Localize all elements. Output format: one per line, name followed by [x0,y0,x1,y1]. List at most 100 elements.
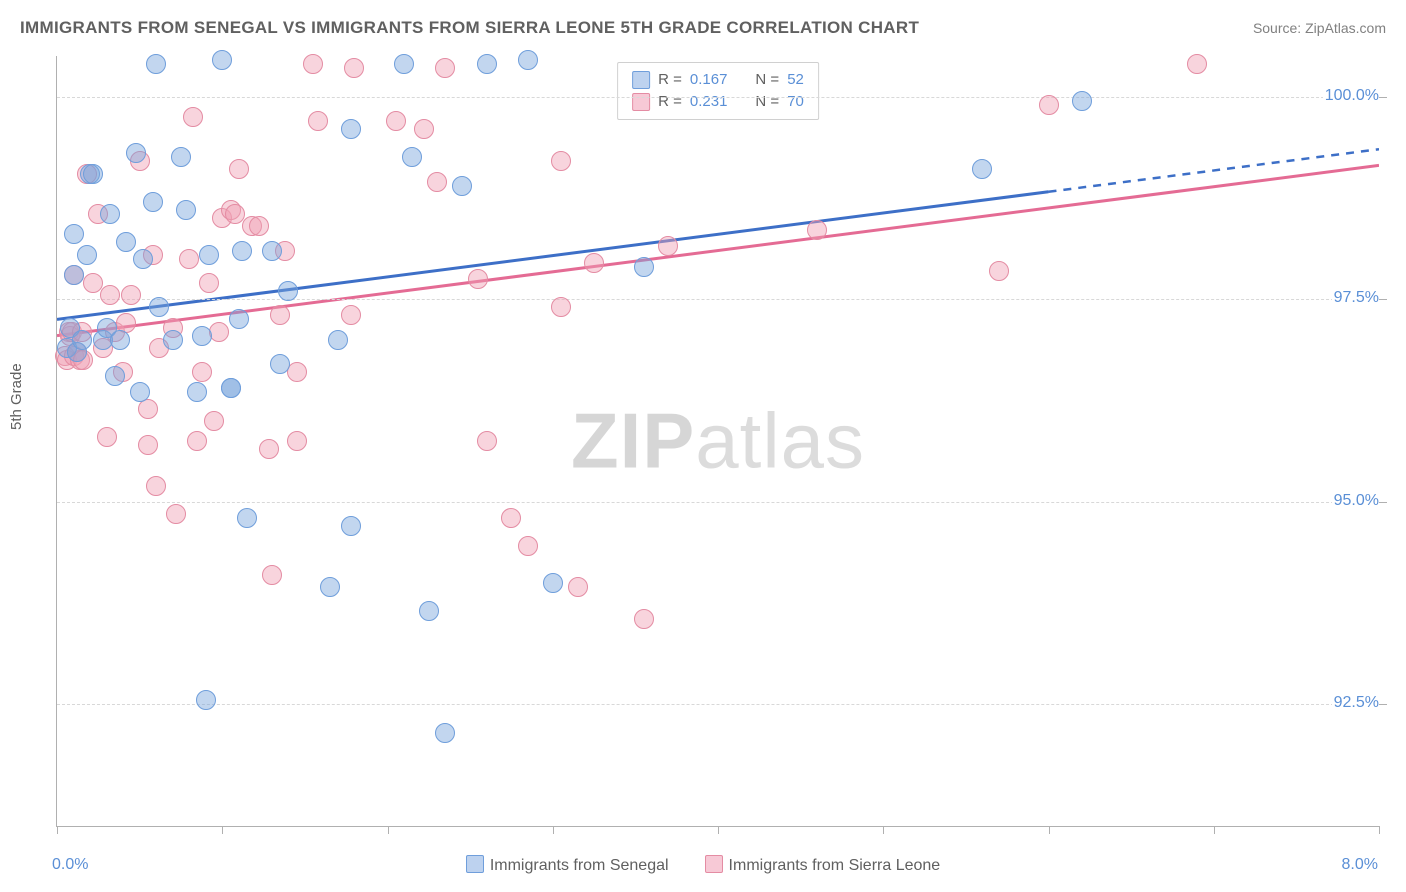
r-value: 0.167 [690,69,728,91]
x-tick [1379,826,1380,834]
scatter-point [551,151,571,171]
x-tick [718,826,719,834]
scatter-point [477,431,497,451]
gridline [57,97,1379,98]
x-tick [1049,826,1050,834]
scatter-point [83,164,103,184]
y-tick-label: 100.0% [1323,87,1381,105]
watermark: ZIPatlas [571,396,865,487]
scatter-point [386,111,406,131]
y-tick-label: 95.0% [1332,492,1381,510]
r-value: 0.231 [690,91,728,113]
scatter-point [344,58,364,78]
scatter-point [192,362,212,382]
scatter-point [320,577,340,597]
legend-item: Immigrants from Sierra Leone [705,857,941,874]
scatter-point [204,411,224,431]
scatter-point [72,330,92,350]
scatter-point [341,119,361,139]
scatter-point [262,241,282,261]
legend-swatch [632,71,650,89]
scatter-point [133,249,153,269]
scatter-point [166,504,186,524]
scatter-point [278,281,298,301]
correlation-legend: R =0.167N =52R =0.231N =70 [617,62,819,120]
scatter-point [270,305,290,325]
r-label: R = [658,69,682,91]
scatter-point [543,573,563,593]
y-tick [1379,704,1387,705]
watermark-bold: ZIP [571,397,695,485]
scatter-point [414,119,434,139]
y-tick-label: 97.5% [1332,289,1381,307]
scatter-point [237,508,257,528]
scatter-point [468,269,488,289]
scatter-point [303,54,323,74]
scatter-point [501,508,521,528]
scatter-point [163,330,183,350]
scatter-point [64,265,84,285]
scatter-point [634,609,654,629]
scatter-point [262,565,282,585]
y-tick [1379,97,1387,98]
scatter-point [229,159,249,179]
scatter-point [232,241,252,261]
scatter-point [270,354,290,374]
trend-line [57,165,1379,335]
scatter-point [116,232,136,252]
scatter-point [989,261,1009,281]
y-tick [1379,502,1387,503]
scatter-point [249,216,269,236]
scatter-point [77,245,97,265]
scatter-point [171,147,191,167]
scatter-point [518,50,538,70]
scatter-point [126,143,146,163]
scatter-point [143,192,163,212]
scatter-point [192,326,212,346]
scatter-point [427,172,447,192]
n-label: N = [755,69,779,91]
scatter-point [634,257,654,277]
scatter-point [100,285,120,305]
legend-swatch [705,855,723,873]
chart-plot-area: ZIPatlas R =0.167N =52R =0.231N =70 92.5… [56,56,1379,827]
scatter-point [199,245,219,265]
scatter-point [658,236,678,256]
scatter-point [149,297,169,317]
scatter-point [212,50,232,70]
scatter-point [807,220,827,240]
scatter-point [419,601,439,621]
scatter-point [402,147,422,167]
watermark-rest: atlas [695,397,865,485]
x-tick [553,826,554,834]
scatter-point [518,536,538,556]
scatter-point [105,366,125,386]
scatter-point [972,159,992,179]
legend-row: R = 0.167 N = 52 [632,69,804,91]
scatter-point [341,516,361,536]
scatter-point [110,330,130,350]
scatter-point [179,249,199,269]
n-value: 52 [787,69,804,91]
scatter-point [287,431,307,451]
scatter-point [1039,95,1059,115]
trend-line-extrapolated [1049,149,1380,192]
x-tick [883,826,884,834]
trend-lines-svg [57,56,1379,826]
scatter-point [551,297,571,317]
legend-row: R =0.231N =70 [632,91,804,113]
scatter-point [146,476,166,496]
gridline [57,502,1379,503]
scatter-point [259,439,279,459]
legend-series-name: Immigrants from Senegal [490,857,669,874]
scatter-point [187,431,207,451]
legend-item: Immigrants from Senegal [466,857,669,874]
legend-series-name: Immigrants from Sierra Leone [729,857,941,874]
source-label: Source: ZipAtlas.com [1253,20,1386,36]
x-tick [57,826,58,834]
scatter-point [100,204,120,224]
x-tick [1214,826,1215,834]
scatter-point [435,723,455,743]
scatter-point [97,427,117,447]
r-label: R = [658,91,682,113]
